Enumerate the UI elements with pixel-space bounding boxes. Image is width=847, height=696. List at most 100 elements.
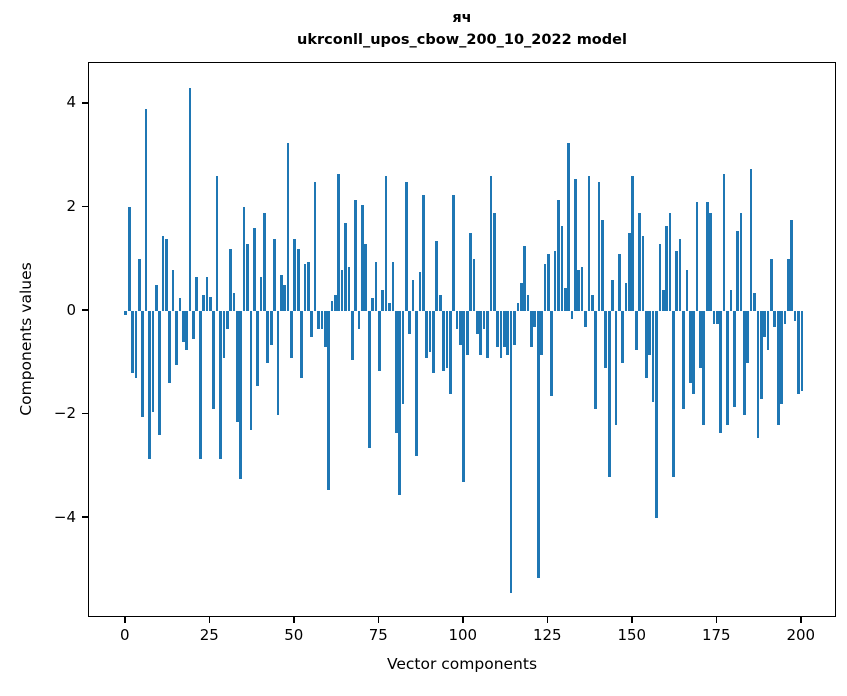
bar [631,176,635,311]
bar [672,310,675,477]
bar [384,176,388,311]
bar [290,310,293,358]
bar [361,204,364,311]
bar [617,254,621,311]
bar [753,292,756,311]
bar [334,295,337,311]
bar [726,310,729,425]
bar [405,181,408,311]
x-tick-label: 200 [786,626,816,644]
y-tick-label: 0 [66,300,76,319]
bar [188,88,192,311]
bar [242,207,246,311]
x-tick-label: 125 [532,626,562,644]
bar [678,238,682,311]
bar [263,212,266,311]
x-tick-label: 100 [448,626,478,644]
bar [148,310,151,459]
bar [601,220,604,311]
bar [743,310,746,415]
y-tick-mark [82,205,88,208]
x-tick-mark [293,617,295,623]
bar [236,310,239,423]
plot-area [88,62,836,617]
bar [739,212,743,311]
bar [462,310,466,482]
bar [438,295,442,311]
bar [702,310,706,425]
bar [540,310,543,355]
bar [391,261,395,311]
bar [604,310,608,368]
bar [628,233,631,311]
bar [574,178,577,311]
bar [381,290,385,311]
bar [732,310,736,407]
bar [648,310,652,355]
bar [418,272,422,311]
bar [415,310,418,456]
bar [584,310,587,327]
bar [350,310,354,361]
bar [800,310,804,392]
bar [229,248,232,311]
bar [587,176,591,311]
bar [171,269,175,311]
bar [716,310,719,324]
bar [543,264,547,311]
x-tick-mark [631,617,633,623]
bar [695,202,699,311]
bar [567,142,570,311]
bar [479,310,483,355]
bar [719,310,723,433]
x-tick-mark [800,617,802,623]
bar [516,303,520,311]
bar [374,261,378,311]
bar [770,259,773,311]
bar [658,243,662,311]
bar [780,310,783,405]
bar [131,310,134,374]
bar [340,269,344,311]
bar [590,295,594,311]
bar [293,238,297,311]
bar [668,212,672,311]
bar [661,290,665,311]
bar [354,199,358,311]
bar [783,310,787,324]
bar [276,310,280,415]
bar [489,176,493,311]
bar [428,310,432,353]
bar [344,222,347,311]
bar [786,259,790,311]
bar [729,290,733,311]
bar [553,251,557,311]
bar [557,199,560,311]
bar [634,310,638,350]
bar [317,310,320,330]
y-tick-label: 4 [66,93,76,112]
bar [141,310,145,418]
bar [506,310,510,355]
bar [580,266,584,311]
bar [168,310,172,384]
bar [259,277,263,311]
x-tick-label: 25 [199,626,219,644]
bar [208,297,212,311]
x-tick-mark [462,617,464,623]
bar [563,287,567,311]
y-tick-mark [82,102,88,104]
bar [357,310,361,330]
bar [597,181,601,311]
y-tick-mark [82,309,88,311]
bar [320,310,324,330]
bar [215,176,219,311]
bar [377,310,381,371]
bar [526,295,530,311]
bar [766,310,770,350]
bar [621,310,625,363]
bar [266,310,270,363]
bar [712,310,716,324]
bar [154,285,158,311]
